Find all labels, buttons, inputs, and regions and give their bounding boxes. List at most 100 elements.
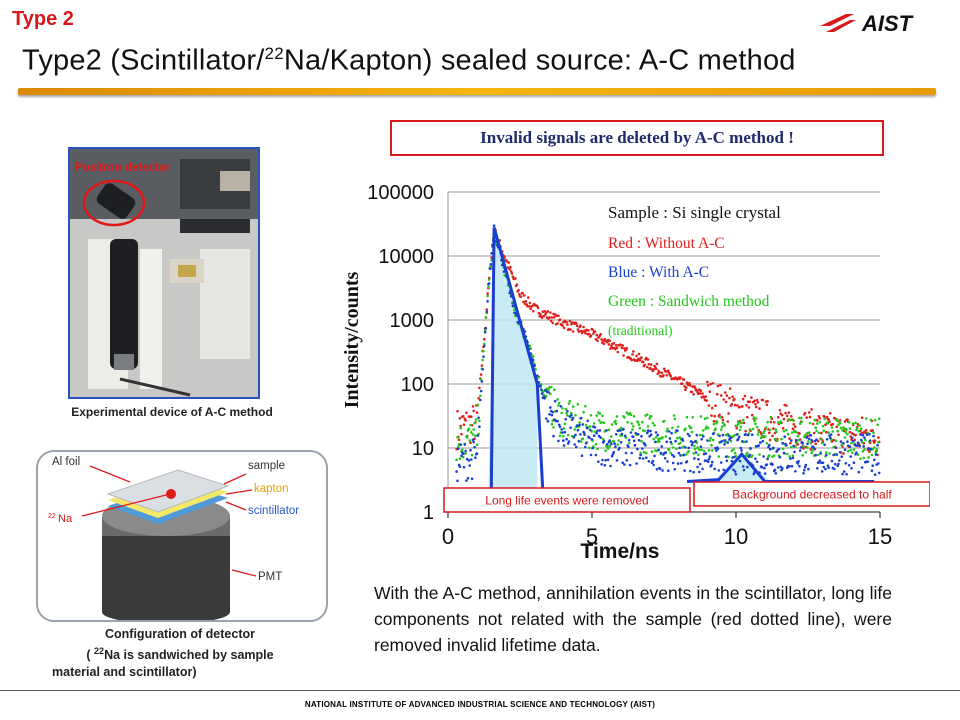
data-point (754, 405, 758, 409)
data-point (838, 459, 841, 462)
data-point (553, 388, 556, 391)
data-point (518, 293, 521, 296)
data-point (706, 416, 709, 420)
data-point (509, 265, 512, 269)
data-point (794, 430, 798, 434)
data-point (470, 458, 473, 461)
data-point (455, 470, 458, 473)
data-point (782, 417, 786, 421)
data-point (773, 437, 777, 441)
data-point (676, 436, 679, 440)
data-point (766, 420, 769, 424)
data-point (597, 419, 601, 422)
data-point (614, 445, 617, 448)
data-point (708, 390, 712, 393)
data-point (645, 456, 648, 460)
data-point (694, 451, 698, 454)
data-point (600, 421, 603, 424)
det-caption-line2-pre: ( (86, 648, 95, 663)
data-point (734, 473, 738, 476)
data-point (699, 415, 703, 418)
data-point (689, 426, 693, 430)
data-point (763, 466, 766, 470)
data-point (799, 416, 803, 420)
data-point (716, 384, 720, 388)
data-point (817, 415, 821, 418)
data-point (702, 449, 706, 453)
data-point (842, 470, 846, 473)
data-point (479, 389, 483, 393)
data-point (641, 420, 644, 424)
data-point (579, 440, 583, 443)
data-point (731, 395, 734, 399)
data-point (575, 445, 578, 449)
data-point (751, 427, 755, 431)
data-point (652, 368, 655, 371)
data-point (623, 416, 626, 419)
data-point (804, 451, 808, 454)
data-point (616, 429, 620, 433)
data-point (870, 453, 874, 457)
data-point (743, 394, 747, 398)
data-point (483, 329, 487, 332)
data-point (663, 457, 667, 460)
data-point (558, 318, 562, 321)
data-point (781, 413, 784, 417)
data-point (456, 479, 459, 483)
data-point (649, 433, 653, 436)
data-point (640, 439, 643, 443)
data-point (462, 423, 466, 426)
data-point (848, 430, 852, 434)
data-point (809, 441, 813, 445)
data-point (866, 460, 870, 464)
data-point (750, 433, 754, 437)
data-point (471, 438, 475, 442)
data-point (838, 419, 841, 423)
data-point (573, 428, 576, 431)
data-point (492, 224, 496, 227)
data-point (614, 422, 618, 426)
data-point (863, 448, 866, 451)
data-point (464, 449, 467, 453)
na-sup-label: 22 (48, 513, 56, 520)
data-point (689, 384, 692, 387)
data-point (876, 423, 879, 427)
data-point (560, 411, 563, 415)
data-point (622, 427, 625, 431)
data-point (710, 463, 713, 467)
data-point (619, 426, 623, 430)
data-point (565, 412, 568, 415)
data-point (840, 443, 843, 447)
data-point (655, 362, 659, 366)
data-point (606, 443, 609, 446)
data-point (785, 428, 788, 432)
data-point (733, 451, 737, 455)
data-point (486, 292, 489, 295)
data-point (565, 320, 568, 324)
data-point (668, 437, 672, 440)
data-point (813, 418, 817, 422)
data-point (474, 418, 478, 421)
data-point (654, 436, 658, 439)
data-point (465, 411, 468, 415)
data-point (857, 470, 861, 474)
data-point (697, 458, 700, 461)
data-point (835, 425, 839, 429)
data-point (849, 455, 852, 458)
data-point (833, 467, 836, 471)
data-point (739, 446, 743, 450)
data-point (490, 256, 493, 259)
pmt-label: PMT (258, 571, 282, 583)
data-point (592, 434, 596, 438)
data-point (769, 420, 773, 424)
data-point (576, 328, 580, 331)
data-point (693, 444, 696, 448)
data-point (620, 432, 624, 436)
data-point (584, 445, 587, 449)
data-point (763, 435, 767, 438)
annotation-fill-layer (488, 227, 771, 501)
data-point (592, 422, 596, 425)
data-point (741, 418, 745, 422)
title-before: Type2 (Scintillator/ (22, 44, 265, 77)
data-point (768, 428, 772, 432)
